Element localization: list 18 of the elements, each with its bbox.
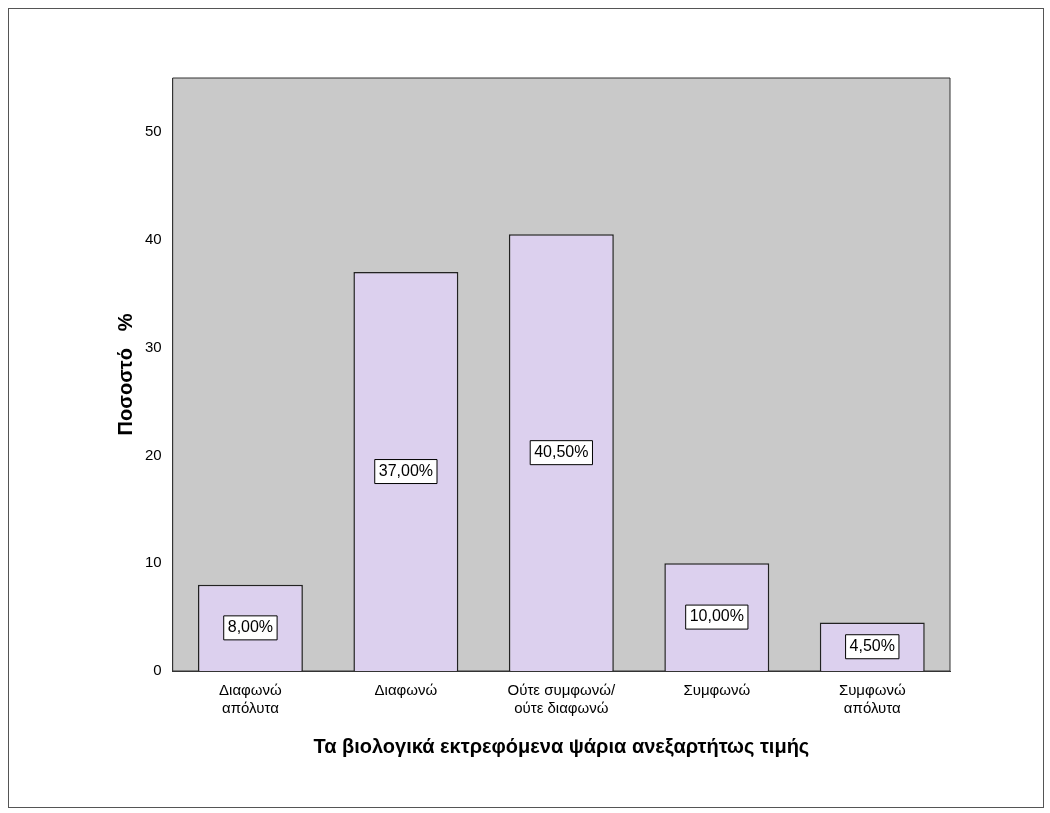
data-label: 10,00%	[689, 607, 744, 625]
y-tick-label: 10	[145, 553, 162, 571]
data-label: 40,50%	[534, 443, 589, 461]
data-label: 37,00%	[378, 461, 434, 479]
y-tick-label: 50	[145, 122, 162, 140]
y-tick-label: 20	[145, 445, 162, 463]
data-label: 4,50%	[849, 637, 895, 655]
x-tick-label: Διαφωνώ απόλυτα	[219, 681, 283, 717]
x-tick-label: Ούτε συμφωνώ/ ούτε διαφωνώ	[507, 681, 616, 717]
y-tick-label: 30	[145, 337, 162, 355]
y-axis-title: Ποσοστό %	[113, 313, 136, 436]
x-tick-label: Συμφωνώ	[683, 681, 751, 699]
data-label: 8,00%	[227, 618, 274, 636]
x-tick-label: Διαφωνώ	[374, 681, 438, 699]
y-tick-label: 0	[153, 661, 162, 679]
x-tick-label: Συμφωνώ απόλυτα	[838, 681, 906, 717]
y-tick-label: 40	[145, 229, 162, 247]
x-axis-title: Τα βιολογικά εκτρεφόμενα ψάρια ανεξαρτήτως τιμής	[313, 734, 810, 757]
